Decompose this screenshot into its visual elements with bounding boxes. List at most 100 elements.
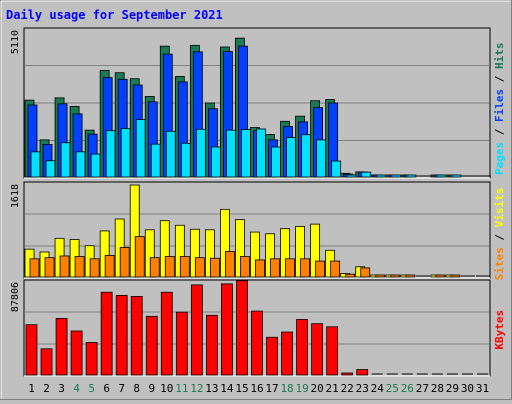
x-tick-label: 11 — [175, 382, 188, 395]
x-tick-label: 6 — [103, 382, 110, 395]
x-tick-label: 7 — [118, 382, 125, 395]
pages-bar — [60, 142, 71, 178]
pages-bar — [301, 134, 311, 178]
sites-bar — [390, 274, 401, 278]
x-tick-label: 3 — [58, 382, 65, 395]
kbytes-bar — [281, 331, 293, 376]
kbytes-bar — [296, 319, 308, 376]
kbytes-bar — [236, 280, 248, 376]
pages-bar — [210, 146, 221, 178]
pages-bar — [226, 129, 236, 178]
kbytes-bar — [25, 324, 38, 376]
legend-separator: / — [493, 227, 506, 247]
pages-bar — [105, 130, 116, 178]
pages-bar — [346, 174, 357, 178]
x-tick-label: 28 — [431, 382, 444, 395]
pages-bar — [316, 139, 327, 178]
pages-bar — [75, 151, 86, 178]
pages-bar — [45, 160, 56, 178]
x-tick-label: 19 — [295, 382, 308, 395]
sites-bar — [74, 256, 85, 278]
x-tick-label: 21 — [326, 382, 339, 395]
legend-kbytes: KBytes — [493, 310, 506, 350]
kbytes-bar — [40, 348, 53, 376]
sites-bar — [270, 258, 280, 278]
legend-visits: Visits — [493, 188, 506, 228]
visits-bar — [144, 229, 155, 278]
x-tick-label: 29 — [446, 382, 459, 395]
pages-bar — [361, 171, 372, 178]
pages-bar — [120, 128, 131, 178]
x-tick-label: 26 — [401, 382, 414, 395]
pages-bar — [436, 174, 447, 178]
kbytes-bar — [100, 291, 113, 376]
pages-bar — [135, 119, 146, 178]
pages-bar — [271, 146, 281, 178]
visits-bar — [129, 184, 140, 278]
sites-bar — [29, 258, 40, 278]
sites-bar — [450, 274, 461, 278]
pages-bar — [391, 174, 402, 178]
kbytes-bar — [145, 315, 158, 376]
kbytes-bar — [221, 283, 233, 376]
pages-bar — [451, 174, 462, 178]
sites-bar — [330, 260, 341, 278]
x-tick-label: 17 — [265, 382, 278, 395]
sites-bar — [240, 256, 250, 278]
sites-bar — [209, 257, 220, 278]
pages-bar — [90, 153, 101, 178]
visits-bar — [99, 230, 110, 278]
pages-bar — [256, 128, 266, 178]
sites-bar — [59, 255, 70, 278]
kbytes-y-max-label: 87806 — [10, 282, 21, 312]
legend-separator: / — [493, 122, 506, 142]
pages-bar — [376, 174, 387, 178]
kbytes-bar — [326, 326, 339, 376]
kbytes-legend: KBytes — [493, 310, 506, 350]
visits-bar — [204, 229, 215, 278]
visits-bar — [235, 219, 245, 278]
sites-bar — [405, 274, 416, 278]
visits-bar — [265, 233, 275, 278]
kbytes-bar — [130, 296, 143, 376]
x-tick-label: 20 — [311, 382, 324, 395]
x-tick-label: 1 — [28, 382, 35, 395]
kbytes-bar — [190, 284, 203, 376]
sites-bar — [119, 247, 130, 278]
x-tick-label: 15 — [235, 382, 248, 395]
sites-bar — [255, 259, 265, 278]
kbytes-bar — [175, 311, 188, 376]
sites-bar — [194, 257, 205, 278]
x-tick-label: 5 — [88, 382, 95, 395]
x-tick-label: 2 — [43, 382, 50, 395]
pages-bar — [406, 174, 417, 178]
sites-bar — [435, 274, 446, 278]
legend-sites: Sites — [493, 247, 506, 280]
sites-bar — [285, 258, 295, 278]
kbytes-bar — [311, 323, 324, 376]
visits-legend: Sites / Visits — [493, 188, 506, 281]
sites-bar — [179, 256, 190, 278]
legend-pages: Pages — [493, 142, 506, 175]
sites-bar — [375, 274, 386, 278]
kbytes-bar — [70, 330, 83, 376]
sites-bar — [315, 260, 326, 278]
legend-files: Files — [493, 89, 506, 122]
sites-bar — [225, 251, 235, 278]
sites-bar — [89, 258, 100, 278]
x-tick-label: 16 — [250, 382, 263, 395]
kbytes-bar — [341, 372, 354, 376]
kbytes-bar — [160, 291, 173, 376]
legend-separator: / — [493, 69, 506, 89]
visits-bar — [189, 228, 200, 278]
x-tick-label: 25 — [386, 382, 399, 395]
sites-bar — [104, 254, 115, 278]
visits-bar — [280, 228, 290, 278]
x-tick-label: 4 — [73, 382, 80, 395]
pages-bar — [241, 129, 251, 178]
kbytes-bar — [205, 314, 218, 376]
visits-bar — [310, 223, 321, 278]
kbytes-bar — [266, 336, 278, 376]
usage-y-max-label: 5110 — [10, 30, 21, 54]
kbytes-bar — [251, 310, 263, 376]
